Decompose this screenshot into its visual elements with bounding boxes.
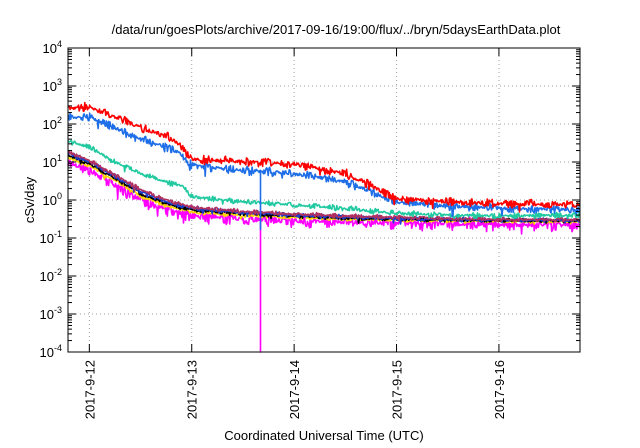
x-tick-label: 2017-9-12 [82, 360, 97, 419]
y-tick-label: 10-4 [40, 343, 62, 360]
y-tick-label: 10-2 [40, 267, 62, 284]
x-tick-label: 2017-9-14 [287, 360, 302, 419]
grid [68, 48, 580, 352]
x-tick-labels: 2017-9-12 2017-9-13 2017-9-14 2017-9-15 2017… [82, 360, 507, 419]
x-tick-label: 2017-9-16 [492, 360, 507, 419]
series-line [67, 101, 581, 213]
series-line [67, 150, 581, 223]
y-tick-labels: 10-4 10-3 10-2 10-1 100 101 102 103 104 [40, 39, 62, 360]
y-tick-label: 103 [43, 77, 62, 94]
y-axis-label: cSv/day [22, 176, 37, 223]
chart-title: /data/run/goesPlots/archive/2017-09-16/1… [112, 22, 561, 37]
x-axis-label: Coordinated Universal Time (UTC) [224, 428, 423, 443]
series-line [67, 139, 581, 220]
y-tick-label: 10-1 [40, 229, 62, 246]
tick-marks [68, 47, 580, 353]
y-tick-label: 104 [43, 39, 62, 56]
y-tick-label: 102 [43, 115, 62, 132]
x-tick-label: 2017-9-13 [185, 360, 200, 419]
y-tick-label: 10-3 [40, 305, 62, 322]
series-line [67, 159, 581, 353]
x-tick-label: 2017-9-15 [390, 360, 405, 419]
y-tick-label: 101 [43, 153, 62, 170]
y-tick-label: 100 [43, 191, 62, 208]
series-layer [67, 101, 581, 353]
